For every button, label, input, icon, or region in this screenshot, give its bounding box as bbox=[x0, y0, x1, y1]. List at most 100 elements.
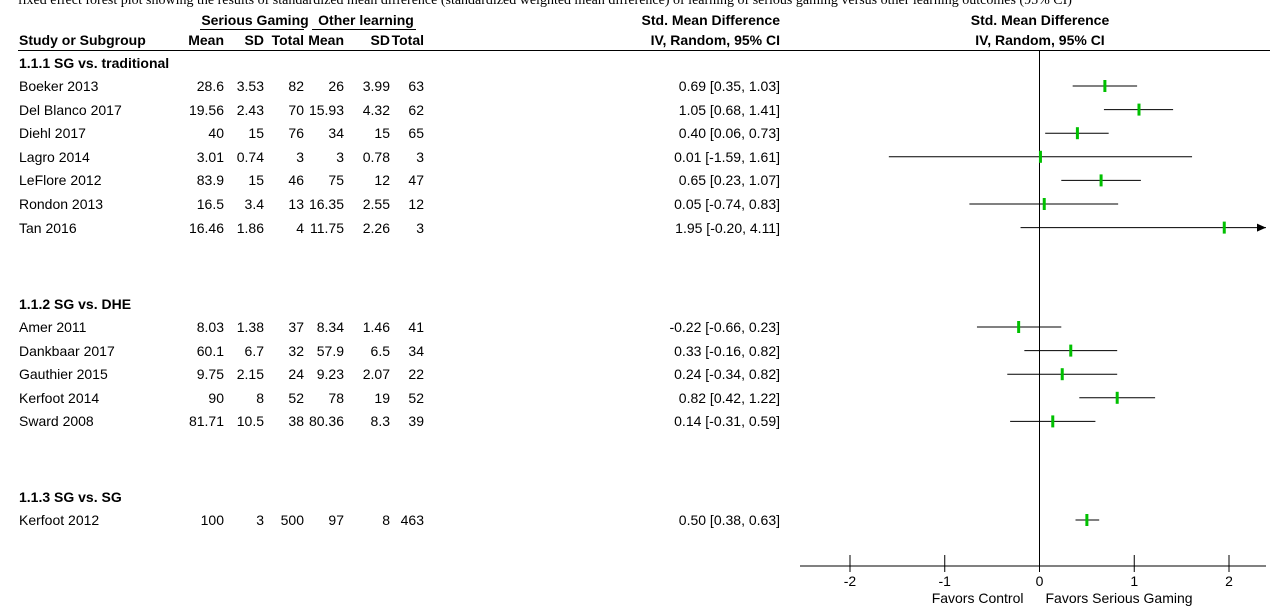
study-name: Dankbaar 2017 bbox=[19, 342, 115, 359]
study-name: Gauthier 2015 bbox=[19, 366, 108, 383]
study-m1: 8.03 bbox=[196, 319, 224, 335]
study-sd1: 8 bbox=[256, 389, 264, 406]
study-sd1: 2.43 bbox=[236, 101, 264, 118]
study-sd1: 6.7 bbox=[244, 342, 264, 359]
study-sd2: 4.32 bbox=[362, 101, 390, 118]
study-n1: 70 bbox=[288, 101, 304, 118]
study-m1: 3.01 bbox=[196, 148, 224, 165]
header-rule bbox=[18, 50, 1270, 51]
study-name: Amer 2011 bbox=[19, 319, 87, 335]
point-estimate bbox=[1103, 80, 1107, 92]
study-m1: 16.5 bbox=[196, 196, 224, 212]
favors-serious-gaming-label: Favors Serious Gaming bbox=[1046, 590, 1193, 606]
point-estimate bbox=[1042, 198, 1046, 210]
study-name: Del Blanco 2017 bbox=[19, 101, 122, 118]
study-m1: 100 bbox=[200, 512, 224, 528]
study-n2: 463 bbox=[400, 512, 424, 528]
study-ci: 0.40 [0.06, 0.73] bbox=[678, 125, 780, 142]
study-m2: 80.36 bbox=[308, 413, 344, 430]
study-m2: 34 bbox=[328, 125, 344, 142]
group1-underline bbox=[200, 29, 304, 30]
point-estimate bbox=[1137, 103, 1141, 116]
study-sd2: 2.07 bbox=[362, 366, 390, 383]
point-estimate bbox=[1085, 514, 1089, 526]
study-m1: 9.75 bbox=[196, 366, 224, 383]
study-sd2: 0.78 bbox=[362, 148, 390, 165]
point-estimate bbox=[1038, 150, 1042, 163]
plot-method-header: IV, Random, 95% CI bbox=[975, 32, 1105, 48]
study-sd2: 2.26 bbox=[362, 219, 390, 236]
study-n2: 63 bbox=[408, 78, 424, 94]
ci-arrow bbox=[1257, 223, 1266, 232]
study-m2: 15.93 bbox=[308, 101, 344, 118]
smd-column-title: Std. Mean Difference bbox=[641, 12, 780, 28]
total1-header: Total bbox=[271, 32, 304, 48]
x-tick-label: -2 bbox=[844, 573, 857, 589]
study-n2: 12 bbox=[408, 196, 424, 212]
study-sd2: 15 bbox=[374, 125, 390, 142]
study-m1: 83.9 bbox=[196, 172, 224, 189]
study-ci: 0.50 [0.38, 0.63] bbox=[678, 512, 780, 528]
study-m2: 3 bbox=[336, 148, 344, 165]
study-sd2: 12 bbox=[374, 172, 390, 189]
study-sd2: 2.55 bbox=[362, 196, 390, 212]
study-n1: 52 bbox=[288, 389, 304, 406]
study-sd1: 15 bbox=[248, 125, 264, 142]
study-n1: 13 bbox=[288, 196, 304, 212]
subgroup-title: 1.1.3 SG vs. SG bbox=[19, 489, 122, 505]
study-n2: 41 bbox=[408, 319, 424, 335]
study-ci: 0.05 [-0.74, 0.83] bbox=[674, 196, 780, 212]
point-estimate bbox=[1075, 127, 1079, 140]
study-sd2: 3.99 bbox=[362, 78, 390, 94]
figure-caption: fixed effect forest plot showing the res… bbox=[18, 0, 1072, 8]
group2-header: Other learning bbox=[318, 12, 414, 28]
sd1-header: SD bbox=[244, 32, 264, 48]
study-name: Kerfoot 2012 bbox=[19, 512, 100, 528]
study-n2: 3 bbox=[416, 219, 424, 236]
total2-header: Total bbox=[391, 32, 424, 48]
study-n1: 32 bbox=[288, 342, 304, 359]
study-n2: 52 bbox=[408, 389, 424, 406]
favors-control-label: Favors Control bbox=[932, 590, 1024, 606]
study-n1: 38 bbox=[288, 413, 304, 430]
study-sd2: 6.5 bbox=[370, 342, 390, 359]
point-estimate bbox=[1222, 221, 1226, 234]
study-m2: 75 bbox=[328, 172, 344, 189]
study-ci: 1.95 [-0.20, 4.11] bbox=[675, 219, 780, 236]
study-sd1: 0.74 bbox=[236, 148, 264, 165]
study-m2: 57.9 bbox=[316, 342, 344, 359]
study-m2: 78 bbox=[328, 389, 344, 406]
study-m2: 26 bbox=[328, 78, 344, 94]
study-ci: -0.22 [-0.66, 0.23] bbox=[669, 319, 780, 335]
study-sd1: 3.4 bbox=[244, 196, 264, 212]
study-m1: 19.56 bbox=[188, 101, 224, 118]
study-sd2: 19 bbox=[374, 389, 390, 406]
study-ci: 1.05 [0.68, 1.41] bbox=[678, 101, 780, 118]
x-tick-label: 2 bbox=[1225, 573, 1233, 589]
study-column-header: Study or Subgroup bbox=[19, 32, 146, 48]
study-m2: 8.34 bbox=[316, 319, 344, 335]
plot-title: Std. Mean Difference bbox=[970, 12, 1110, 28]
study-n2: 3 bbox=[416, 148, 424, 165]
study-ci: 0.69 [0.35, 1.03] bbox=[678, 78, 780, 94]
study-ci: 0.24 [-0.34, 0.82] bbox=[674, 366, 780, 383]
study-n1: 3 bbox=[296, 148, 304, 165]
study-ci: 0.65 [0.23, 1.07] bbox=[678, 172, 780, 189]
x-tick-label: 1 bbox=[1130, 573, 1138, 589]
study-n2: 62 bbox=[408, 101, 424, 118]
study-n1: 37 bbox=[288, 319, 304, 335]
study-n1: 82 bbox=[288, 78, 304, 94]
study-m1: 81.71 bbox=[188, 413, 224, 430]
group2-underline bbox=[312, 29, 416, 30]
study-name: Rondon 2013 bbox=[19, 196, 104, 212]
study-n1: 4 bbox=[296, 219, 304, 236]
point-estimate bbox=[1017, 321, 1021, 333]
smd-method-header: IV, Random, 95% CI bbox=[650, 32, 780, 48]
study-sd1: 2.15 bbox=[236, 366, 264, 383]
study-sd1: 10.5 bbox=[236, 413, 264, 430]
study-n1: 46 bbox=[288, 172, 304, 189]
study-n1: 500 bbox=[280, 512, 304, 528]
study-m1: 90 bbox=[208, 389, 224, 406]
study-ci: 0.33 [-0.16, 0.82] bbox=[674, 342, 780, 359]
